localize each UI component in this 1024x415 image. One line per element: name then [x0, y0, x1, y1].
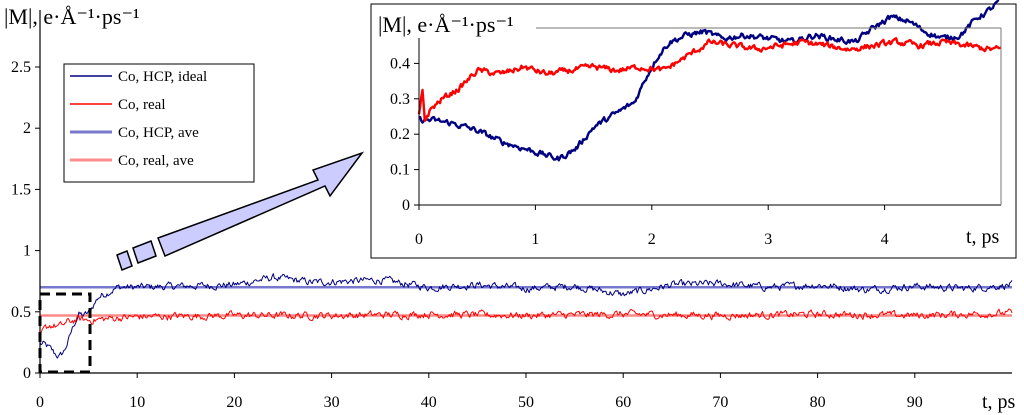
x-tick-label: 70: [712, 394, 728, 411]
main-x-label: t, ps: [982, 391, 1016, 413]
x-tick-label: 1: [531, 231, 539, 248]
y-tick-label: 0: [402, 197, 410, 214]
zoom-region-box: [38, 292, 92, 374]
series-line-co-hcp-ideal: [39, 273, 1013, 359]
legend-item: Co, real: [70, 97, 165, 113]
legend-label: Co, HCP, ideal: [118, 69, 207, 85]
legend-item: Co, real, ave: [70, 153, 194, 169]
zoom-arrow: [116, 151, 365, 271]
series-line-co-real: [39, 308, 1013, 334]
main-x-label-bg: [978, 386, 1024, 412]
x-tick-label: 60: [615, 394, 631, 411]
legend-label: Co, real: [118, 97, 165, 113]
inset-frame: [370, 3, 1017, 259]
x-tick-label: 0: [415, 231, 423, 248]
main-y-label: |M|, e·Å⁻¹·ps⁻¹: [4, 4, 140, 29]
zoom-arrow-body: [157, 151, 365, 258]
series-line-co-hcp-ideal: [418, 0, 1000, 162]
legend-label: Co, real, ave: [118, 153, 194, 169]
x-tick-label: 20: [226, 394, 242, 411]
y-tick-label: 1.5: [11, 181, 31, 198]
main-y-ticks: 0 0.5 1 1.5 2 2.5: [11, 59, 40, 382]
y-tick-label: 1: [23, 243, 31, 260]
y-tick-label: 0.5: [11, 304, 31, 321]
y-tick-label: 2.5: [11, 59, 31, 76]
main-x-ticks: 0 10 20 30 40 50 60 70 80 90: [36, 373, 923, 411]
legend-label: Co, HCP, ave: [118, 125, 199, 141]
y-tick-label: 0: [23, 365, 31, 382]
legend-item: Co, HCP, ave: [70, 125, 199, 141]
x-tick-label: 40: [421, 394, 437, 411]
inset-x-label: t, ps: [966, 226, 1000, 248]
x-tick-label: 4: [881, 231, 889, 248]
legend-box: [63, 63, 255, 183]
inset-y-label: |M|, e·Å⁻¹·ps⁻¹: [378, 12, 514, 37]
y-tick-label: 0.3: [390, 91, 410, 108]
x-tick-label: 3: [764, 231, 772, 248]
x-tick-label: 80: [810, 394, 826, 411]
x-tick-label: 10: [129, 394, 145, 411]
inset-y-label-bg: [376, 8, 536, 38]
y-tick-label: 0.4: [390, 55, 410, 72]
x-tick-label: 90: [907, 394, 923, 411]
y-tick-label: 2: [23, 120, 31, 137]
inset-series: [417, 0, 1002, 162]
inset-x-label-bg: [964, 220, 1014, 248]
y-tick-label: 0.1: [390, 162, 410, 179]
main-series: [39, 273, 1013, 359]
main-plot: 00.511.522.5 0 10 20 30 40 50 60 70 80 90: [11, 10, 1013, 411]
x-tick-label: 30: [324, 394, 340, 411]
legend-item: Co, HCP, ideal: [70, 69, 207, 85]
y-tick-label: 0.2: [390, 126, 410, 143]
zoom-arrow-segment: [132, 240, 157, 264]
x-tick-label: 0: [36, 394, 44, 411]
zoom-arrow-segment: [116, 250, 133, 271]
x-tick-label: 2: [648, 231, 656, 248]
inset-x-ticks: 0 1 2 3 4: [415, 205, 889, 248]
series-line-co-real: [417, 37, 1002, 122]
legend: Co, HCP, ideal Co, real Co, HCP, ave Co,…: [63, 63, 255, 183]
x-tick-label: 50: [518, 394, 534, 411]
